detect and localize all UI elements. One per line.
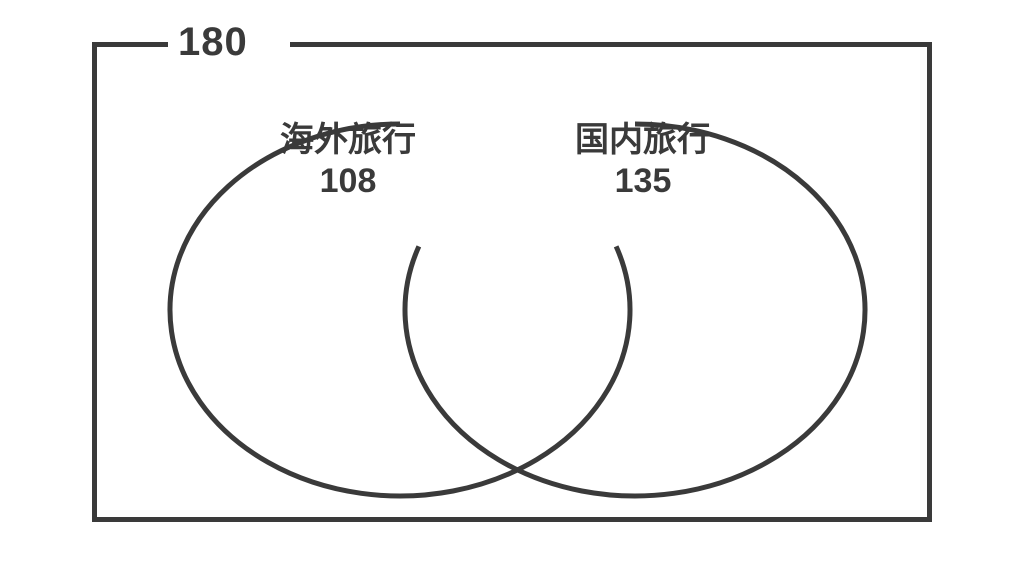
set-right-label: 国内旅行 135 bbox=[575, 120, 711, 202]
venn-diagram: 180 海外旅行 108 国内旅行 135 bbox=[0, 0, 1024, 569]
set-left-label: 海外旅行 108 bbox=[280, 120, 416, 202]
set-right-title: 国内旅行 bbox=[575, 120, 711, 161]
venn-ellipses bbox=[0, 0, 1024, 569]
set-left-title: 海外旅行 bbox=[280, 120, 416, 161]
set-right-value: 135 bbox=[575, 161, 711, 202]
set-left-value: 108 bbox=[280, 161, 416, 202]
